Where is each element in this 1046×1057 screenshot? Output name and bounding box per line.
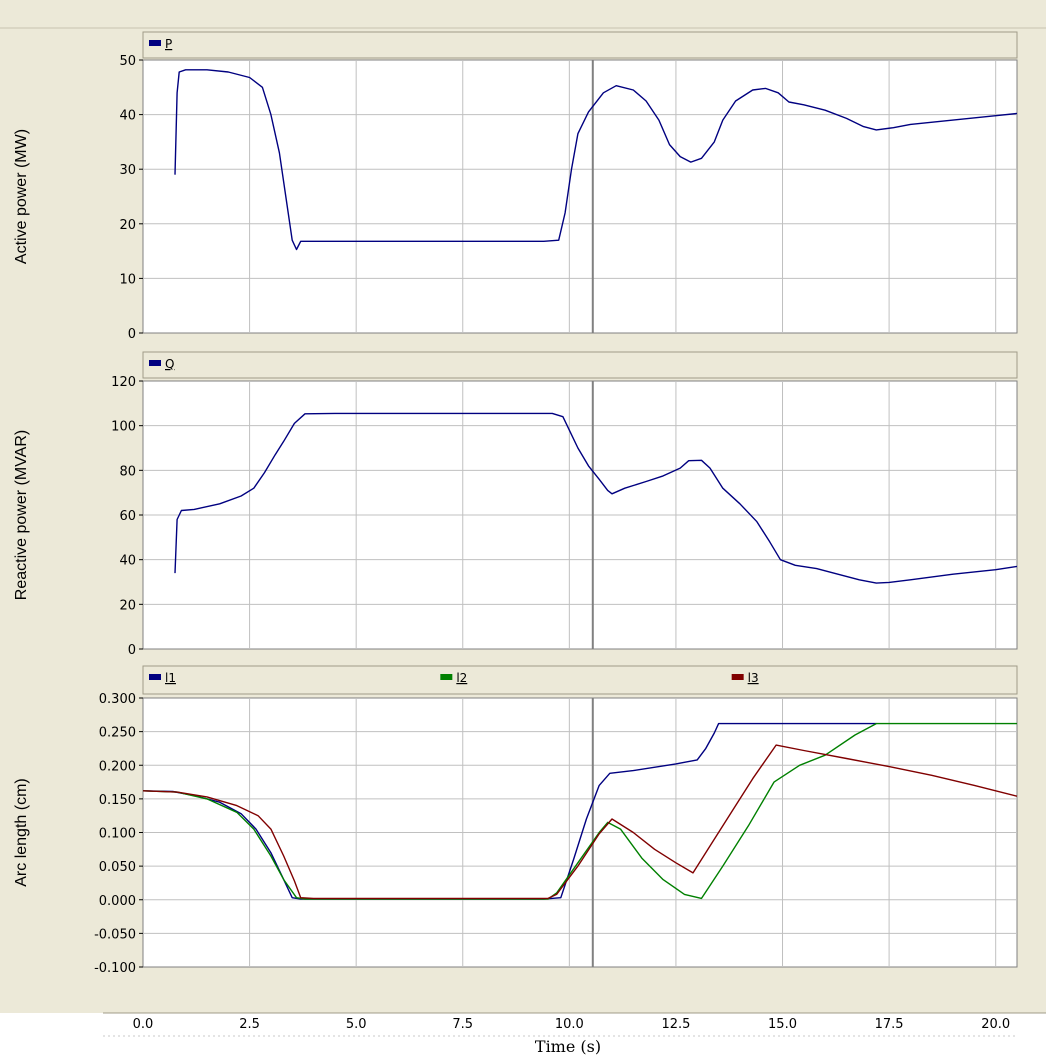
x-tick-label: 12.5: [661, 1017, 690, 1032]
legend-item-l3[interactable]: l3: [731, 671, 759, 685]
y-tick-label: 40: [119, 554, 136, 569]
legend-label: l3: [748, 671, 759, 685]
legend-swatch: [149, 40, 161, 46]
series-line-P: [174, 69, 1018, 251]
y-tick-label: 20: [119, 218, 136, 233]
legend-swatch: [440, 674, 453, 680]
y-tick-label: 0.250: [99, 726, 136, 741]
legend-item-l2[interactable]: l2: [440, 671, 467, 685]
plot-area: [142, 59, 1018, 334]
y-tick-label: 80: [119, 464, 136, 479]
y-tick-label: 0: [128, 643, 136, 658]
x-axis: 0.0 2.5 5.0 7.5 10.0 12.5 15.0 17.5 20.0 Time (s): [103, 1012, 1046, 1056]
y-tick-label: 20: [119, 598, 136, 613]
x-tick-label: 20.0: [981, 1017, 1010, 1032]
series-line-Q: [174, 412, 1018, 584]
legend-swatch: [149, 674, 161, 680]
x-tick-label: 10.0: [555, 1017, 584, 1032]
y-axis-label: Active power (MW): [13, 129, 30, 264]
series-line-l2: [142, 722, 1017, 900]
x-tick-label: 7.5: [452, 1017, 473, 1032]
series-line-l3: [142, 744, 1018, 900]
legend-strip: [142, 351, 1018, 379]
legend-label: l2: [456, 671, 467, 685]
legend-item-l1[interactable]: l1: [149, 671, 176, 685]
y-tick-label: 0.000: [99, 894, 136, 909]
y-tick-label: 0.100: [99, 827, 136, 842]
y-tick-label: 100: [111, 420, 136, 435]
y-tick-label: 0.200: [99, 759, 136, 774]
time-axis-footer: [0, 1013, 1046, 1057]
y-tick-label: 0.300: [99, 692, 136, 707]
x-tick-label: 15.0: [768, 1017, 797, 1032]
chart-panel-2: 0 20 40 60 80 100 120 Reactive power (MVAR) Q: [13, 351, 1018, 658]
legend-item-P[interactable]: P: [149, 37, 172, 51]
y-tick-label: 10: [119, 272, 136, 287]
y-tick-label: 0.150: [99, 793, 136, 808]
legend-label: Q: [165, 357, 174, 371]
x-tick-label: 2.5: [239, 1017, 260, 1032]
legend-label: P: [165, 37, 172, 51]
y-tick-label: 60: [119, 509, 136, 524]
y-tick-label: 50: [119, 54, 136, 69]
y-tick-label: 0.050: [99, 860, 136, 875]
y-tick-label: -0.100: [94, 961, 136, 976]
legend-swatch: [149, 360, 161, 366]
y-tick-label: 40: [119, 109, 136, 124]
y-tick-label: -0.050: [94, 927, 136, 942]
legend-item-Q[interactable]: Q: [149, 357, 174, 371]
legend-swatch: [731, 674, 744, 680]
x-tick-label: 17.5: [875, 1017, 904, 1032]
legend-strip: [142, 31, 1018, 59]
chart-panels: 0 10 20 30 40 50 Active power (MW) P 0 20 40 60 80 10…: [13, 31, 1018, 976]
y-axis-label: Reactive power (MVAR): [13, 430, 30, 600]
series-line-l1: [142, 722, 877, 900]
y-tick-label: 120: [111, 375, 136, 390]
chart-panel-1: 0 10 20 30 40 50 Active power (MW) P: [13, 31, 1018, 342]
chart-panel-3: -0.100 -0.050 0.000 0.050 0.100 0.150 0.200 0.2…: [13, 665, 1018, 976]
legend-label: l1: [165, 671, 176, 685]
y-tick-label: 30: [119, 163, 136, 178]
y-tick-label: 0: [128, 327, 136, 342]
y-axis-label: Arc length (cm): [13, 778, 30, 886]
x-tick-label: 0.0: [133, 1017, 154, 1032]
x-axis-label: Time (s): [535, 1037, 601, 1056]
x-tick-label: 5.0: [346, 1017, 367, 1032]
legend-strip: [142, 665, 1018, 695]
